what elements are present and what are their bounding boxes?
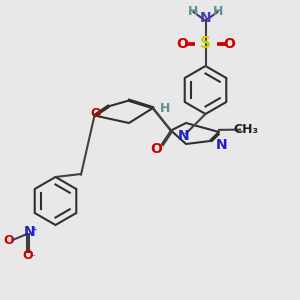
Text: O: O — [22, 249, 33, 262]
Text: O: O — [223, 37, 235, 50]
Text: S: S — [200, 36, 211, 51]
Text: CH₃: CH₃ — [233, 123, 259, 136]
Text: H: H — [188, 4, 198, 18]
Text: O: O — [4, 234, 14, 247]
Text: ⁺: ⁺ — [32, 226, 38, 237]
Text: O: O — [150, 142, 162, 156]
Text: H: H — [160, 101, 170, 115]
Text: N: N — [216, 138, 227, 152]
Text: O: O — [90, 107, 101, 120]
Text: H: H — [213, 4, 224, 18]
Text: ⁻: ⁻ — [29, 253, 35, 263]
Text: N: N — [24, 226, 35, 239]
Text: O: O — [176, 37, 188, 50]
Text: N: N — [178, 129, 190, 142]
Text: N: N — [200, 11, 211, 25]
